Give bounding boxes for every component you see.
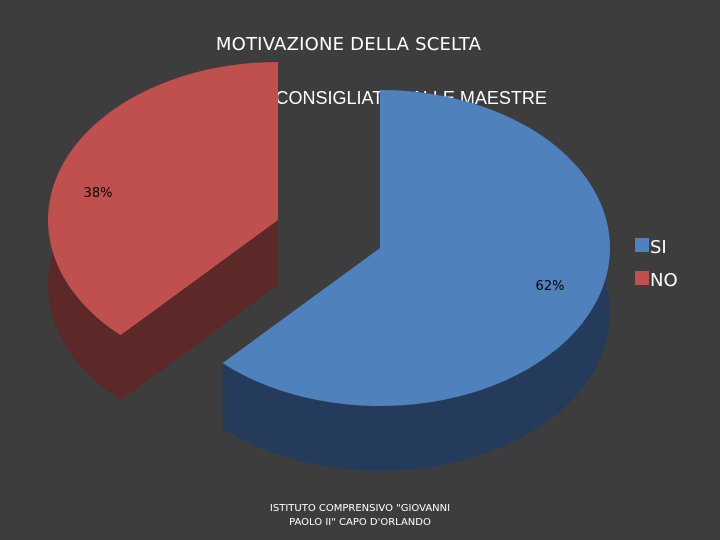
legend: SI NO (635, 237, 678, 291)
legend-swatch-si (635, 238, 649, 252)
slide-title: MOTIVAZIONE DELLA SCELTA (215, 34, 482, 55)
legend-swatch-no (635, 271, 649, 285)
data-label-no: 38% (84, 186, 113, 201)
pie-slice-cut-no-0 (120, 220, 278, 401)
legend-label-no: NO (650, 270, 678, 291)
data-label-si: 62% (536, 279, 565, 294)
footer-line-2: PAOLO II" CAPO D'ORLANDO (289, 517, 431, 528)
pie-layer: 62% 38% (47, 62, 610, 471)
pie-slice-side-si (222, 90, 610, 471)
footer-line-1: ISTITUTO COMPRENSIVO "GIOVANNI (269, 503, 451, 514)
footer: ISTITUTO COMPRENSIVO "GIOVANNI PAOLO II"… (240, 502, 480, 530)
legend-label-si: SI (650, 237, 667, 258)
pie-slice-no (47, 62, 279, 336)
pie-slice-si (222, 90, 610, 406)
